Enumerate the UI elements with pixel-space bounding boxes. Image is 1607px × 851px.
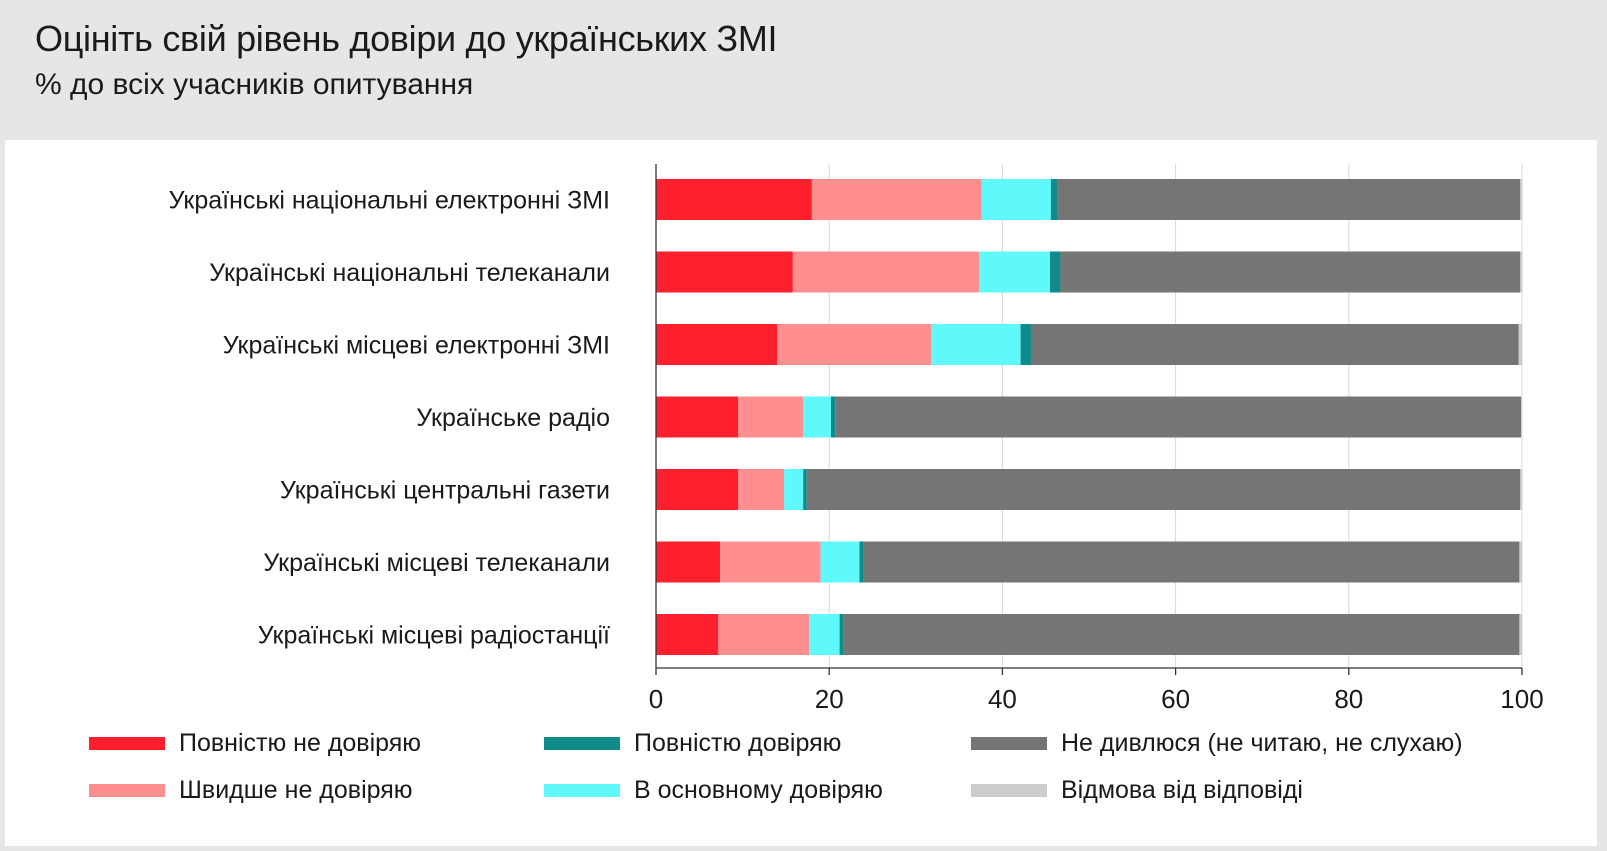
bar-segment — [811, 179, 982, 220]
bar-segment — [835, 396, 1522, 438]
bar-segment — [1519, 541, 1522, 583]
bar-segment — [1521, 396, 1522, 438]
bar-segment — [720, 541, 821, 583]
legend-swatch — [544, 783, 620, 797]
bar-segment — [1057, 179, 1521, 220]
bar-segment — [820, 541, 860, 583]
bar-segment — [803, 396, 831, 438]
category-label: Українські центральні газети — [280, 477, 610, 505]
bar-segment — [1050, 251, 1061, 293]
legend-swatch — [544, 736, 620, 750]
bar-segment — [738, 396, 804, 438]
bar-segment — [803, 469, 807, 510]
legend-swatch — [971, 736, 1047, 750]
category-label: Українські національні телеканали — [209, 259, 610, 287]
bar-segment — [718, 614, 810, 655]
category-label: Українські місцеві телеканали — [263, 549, 610, 577]
bar-segment — [1520, 469, 1522, 510]
legend-item-full-trust: Повністю довіряю — [544, 723, 841, 763]
x-tick-label: 0 — [649, 684, 663, 714]
legend-label: Відмова від відповіді — [1061, 775, 1303, 804]
bar-segment — [1520, 179, 1522, 220]
x-tick-label: 80 — [1334, 684, 1363, 714]
legend-item-refused: Відмова від відповіді — [971, 770, 1303, 810]
bar-segment — [792, 251, 980, 293]
legend-label: Не дивлюся (не читаю, не слухаю) — [1061, 728, 1463, 757]
stacked-bar-chart: Українські національні електронні ЗМІ Укр… — [169, 164, 1544, 714]
category-label: Українські місцеві електронні ЗМІ — [223, 332, 610, 360]
legend-swatch — [89, 783, 165, 797]
legend-item-full-distrust: Повністю не довіряю — [89, 723, 421, 763]
bar-segment — [863, 541, 1520, 583]
chart-panel: Українські національні електронні ЗМІ Укр… — [5, 140, 1597, 846]
bar-segment — [656, 614, 719, 655]
bar-segment — [1020, 324, 1031, 365]
bar-segment — [806, 469, 1521, 510]
legend-swatch — [89, 736, 165, 750]
x-tick-label: 40 — [988, 684, 1017, 714]
bar-segment — [1030, 324, 1519, 365]
bar-segment — [656, 251, 793, 293]
bar-segment — [979, 251, 1051, 293]
legend-item-not-watching: Не дивлюся (не читаю, не слухаю) — [971, 723, 1463, 763]
bar-segment — [839, 614, 844, 655]
chart-header: Оцініть свій рівень довіри до українськи… — [0, 0, 1607, 140]
legend-item-rather-distrust: Швидше не довіряю — [89, 770, 413, 810]
bar-segment — [784, 469, 804, 510]
legend-item-mostly-trust: В основному довіряю — [544, 770, 883, 810]
legend-label: В основному довіряю — [634, 775, 883, 804]
bar-segment — [809, 614, 840, 655]
bar-segment — [830, 396, 836, 438]
bar-segment — [859, 541, 864, 583]
chart-subtitle: % до всіх учасників опитування — [35, 68, 474, 101]
chart-title: Оцініть свій рівень довіри до українськи… — [35, 18, 778, 59]
legend-label: Швидше не довіряю — [179, 775, 413, 804]
legend-label: Повністю довіряю — [634, 728, 842, 757]
bar-segment — [656, 396, 739, 438]
bar-segment — [656, 324, 778, 365]
bar-segment — [656, 179, 812, 220]
bar-segment — [843, 614, 1520, 655]
category-label: Українські національні електронні ЗМІ — [169, 187, 610, 215]
bar-segment — [656, 469, 739, 510]
bar-segment — [981, 179, 1051, 220]
legend-label: Повністю не довіряю — [179, 728, 422, 757]
bar-segment — [1050, 179, 1058, 220]
bar-segment — [1518, 324, 1522, 365]
legend-swatch — [971, 783, 1047, 797]
bar-segment — [931, 324, 1021, 365]
bar-segment — [656, 541, 721, 583]
x-tick-label: 20 — [815, 684, 844, 714]
bar-segment — [738, 469, 785, 510]
category-label: Українське радіо — [416, 404, 610, 432]
bar-segment — [1520, 251, 1522, 293]
bar-segment — [777, 324, 932, 365]
category-label: Українські місцеві радіостанції — [258, 622, 610, 650]
bar-segment — [1519, 614, 1522, 655]
x-tick-label: 100 — [1500, 684, 1543, 714]
x-tick-label: 60 — [1161, 684, 1190, 714]
bar-segment — [1060, 251, 1521, 293]
